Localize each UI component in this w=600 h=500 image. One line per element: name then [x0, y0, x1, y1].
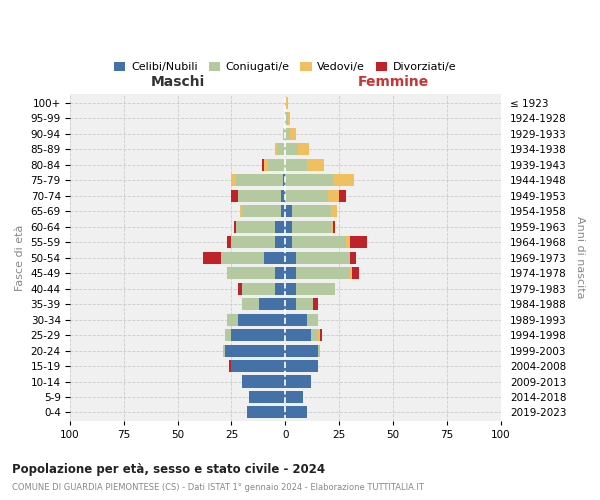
Bar	[286, 252, 296, 264]
Bar	[339, 190, 346, 202]
Bar	[333, 174, 355, 186]
Bar	[232, 236, 275, 248]
Bar	[311, 329, 317, 341]
Bar	[290, 128, 296, 140]
Bar	[286, 344, 317, 356]
Bar	[264, 159, 268, 171]
Bar	[333, 221, 335, 233]
Bar	[331, 221, 333, 233]
Bar	[232, 190, 238, 202]
Bar	[242, 298, 259, 310]
Bar	[298, 144, 309, 156]
Text: Femmine: Femmine	[358, 75, 429, 89]
Bar	[275, 236, 286, 248]
Bar	[275, 267, 286, 279]
Bar	[259, 298, 286, 310]
Bar	[225, 344, 286, 356]
Bar	[292, 221, 331, 233]
Bar	[307, 314, 317, 326]
Bar	[286, 206, 292, 218]
Bar	[247, 406, 286, 418]
Bar	[331, 206, 337, 218]
Bar	[286, 174, 333, 186]
Bar	[232, 329, 286, 341]
Bar	[286, 282, 296, 294]
Text: COMUNE DI GUARDIA PIEMONTESE (CS) - Dati ISTAT 1° gennaio 2024 - Elaborazione TU: COMUNE DI GUARDIA PIEMONTESE (CS) - Dati…	[12, 484, 424, 492]
Bar	[249, 391, 286, 403]
Bar	[286, 97, 287, 109]
Bar	[286, 298, 296, 310]
Y-axis label: Fasce di età: Fasce di età	[15, 224, 25, 291]
Bar	[320, 329, 322, 341]
Bar	[296, 252, 350, 264]
Bar	[286, 267, 296, 279]
Bar	[275, 221, 286, 233]
Bar	[286, 221, 292, 233]
Bar	[227, 236, 232, 248]
Bar	[287, 112, 290, 124]
Bar	[296, 267, 350, 279]
Bar	[238, 190, 281, 202]
Bar	[236, 221, 275, 233]
Bar	[346, 236, 350, 248]
Bar	[281, 206, 286, 218]
Bar	[283, 174, 286, 186]
Bar	[286, 360, 317, 372]
Bar	[281, 190, 286, 202]
Bar	[223, 344, 225, 356]
Bar	[227, 314, 238, 326]
Bar	[236, 174, 283, 186]
Bar	[238, 314, 286, 326]
Bar	[262, 159, 264, 171]
Bar	[277, 144, 286, 156]
Bar	[296, 298, 313, 310]
Bar	[328, 190, 339, 202]
Bar	[240, 206, 242, 218]
Legend: Celibi/Nubili, Coniugati/e, Vedovi/e, Divorziati/e: Celibi/Nubili, Coniugati/e, Vedovi/e, Di…	[110, 58, 461, 77]
Bar	[286, 329, 311, 341]
Bar	[238, 282, 242, 294]
Bar	[275, 282, 286, 294]
Bar	[264, 252, 286, 264]
Bar	[350, 236, 367, 248]
Bar	[275, 144, 277, 156]
Text: Maschi: Maschi	[151, 75, 205, 89]
Bar	[313, 298, 317, 310]
Bar	[242, 376, 286, 388]
Y-axis label: Anni di nascita: Anni di nascita	[575, 216, 585, 299]
Bar	[203, 252, 221, 264]
Bar	[307, 159, 324, 171]
Bar	[286, 406, 307, 418]
Bar	[233, 221, 236, 233]
Bar	[317, 344, 320, 356]
Text: Popolazione per età, sesso e stato civile - 2024: Popolazione per età, sesso e stato civil…	[12, 462, 325, 475]
Bar	[232, 360, 286, 372]
Bar	[225, 329, 232, 341]
Bar	[242, 206, 281, 218]
Bar	[296, 282, 335, 294]
Bar	[229, 360, 232, 372]
Bar	[286, 236, 292, 248]
Bar	[286, 391, 302, 403]
Bar	[232, 174, 236, 186]
Bar	[221, 252, 264, 264]
Bar	[268, 159, 286, 171]
Bar	[350, 252, 356, 264]
Bar	[286, 314, 307, 326]
Bar	[286, 159, 307, 171]
Bar	[350, 267, 352, 279]
Bar	[292, 236, 346, 248]
Bar	[352, 267, 359, 279]
Bar	[242, 282, 275, 294]
Bar	[227, 267, 275, 279]
Bar	[283, 128, 286, 140]
Bar	[286, 144, 298, 156]
Bar	[286, 112, 287, 124]
Bar	[286, 128, 290, 140]
Bar	[286, 190, 328, 202]
Bar	[292, 206, 331, 218]
Bar	[317, 329, 320, 341]
Bar	[286, 376, 311, 388]
